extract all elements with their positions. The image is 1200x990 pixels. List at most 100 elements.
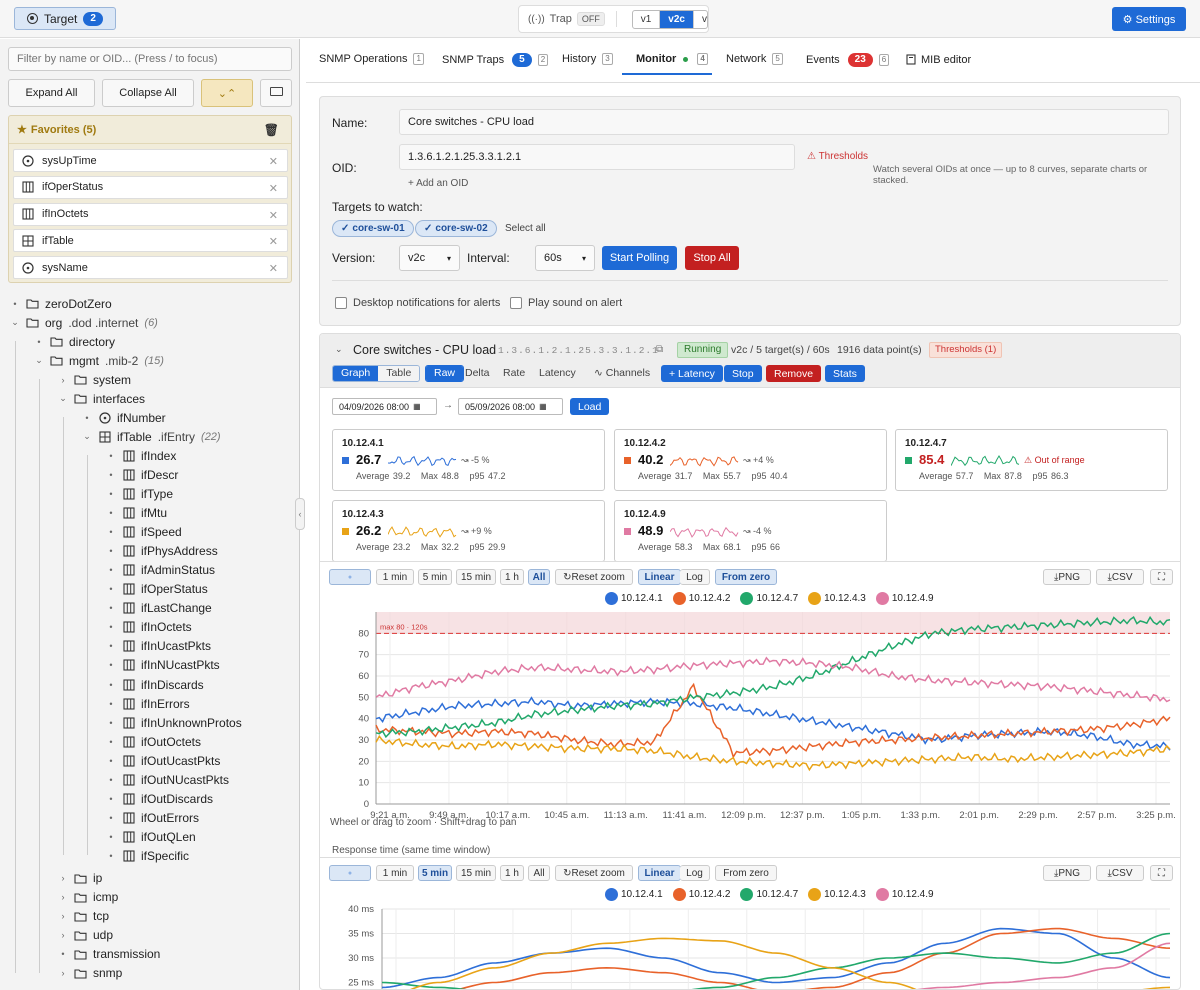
- settings-button[interactable]: ⚙ Settings: [1112, 7, 1186, 31]
- tree-node[interactable]: • directory: [34, 332, 115, 351]
- rate-mode-tab[interactable]: Rate: [503, 367, 526, 379]
- live-toggle[interactable]: ●: [329, 569, 371, 585]
- range-button[interactable]: 15 min: [456, 569, 496, 585]
- chevron-right-icon[interactable]: ›: [61, 873, 65, 883]
- start-polling-button[interactable]: Start Polling: [602, 246, 677, 270]
- tree-node[interactable]: • ifInErrors: [106, 694, 189, 713]
- keyboard-shortcuts-button[interactable]: [260, 79, 292, 107]
- range-button[interactable]: 1 h: [500, 865, 524, 881]
- graph-tab[interactable]: Graph: [333, 366, 379, 381]
- stop-button[interactable]: Stop: [724, 365, 762, 382]
- log-scale-button[interactable]: Log: [680, 865, 710, 881]
- tree-node[interactable]: • ifDescr: [106, 465, 178, 484]
- chevron-down-icon[interactable]: ⌄: [59, 393, 67, 404]
- tree-node[interactable]: › udp: [58, 926, 114, 945]
- favorite-item[interactable]: sysUpTime ✕: [13, 149, 288, 172]
- tree-node[interactable]: • transmission: [58, 945, 160, 964]
- close-icon[interactable]: ✕: [268, 156, 278, 168]
- target-chip-2[interactable]: ✓ core-sw-02: [415, 220, 497, 237]
- legend-item[interactable]: 10.12.4.1: [605, 592, 663, 605]
- tree-node[interactable]: ⌄ ifTable .ifEntry (22): [82, 427, 220, 446]
- export-png-button[interactable]: ⤓ PNG: [1043, 865, 1091, 881]
- tree-node[interactable]: • ifInUnknownProtos: [106, 713, 241, 732]
- range-button[interactable]: 5 min: [418, 569, 452, 585]
- select-all-link[interactable]: Select all: [505, 223, 546, 234]
- target-stat-card[interactable]: 10.12.4.7 85.4 ⚠ Out of range Average 57.7 …: [895, 429, 1168, 491]
- log-scale-button[interactable]: Log: [680, 569, 710, 585]
- reset-zoom-button[interactable]: ↻ Reset zoom: [555, 569, 633, 585]
- tree-node[interactable]: ⌄ org .dod .internet (6): [10, 313, 158, 332]
- chevron-down-icon[interactable]: ⌄: [83, 431, 91, 442]
- tree-node[interactable]: • ifType: [106, 485, 173, 504]
- favorite-item[interactable]: ifOperStatus ✕: [13, 175, 288, 199]
- favorite-item[interactable]: ifTable ✕: [13, 229, 288, 253]
- export-csv-button[interactable]: ⤓ CSV: [1096, 865, 1144, 881]
- expand-all-button[interactable]: Expand All: [8, 79, 95, 107]
- tree-node[interactable]: • ifAdminStatus: [106, 561, 215, 580]
- raw-mode-button[interactable]: Raw: [425, 365, 465, 382]
- range-button[interactable]: 1 min: [376, 865, 414, 881]
- version-v1[interactable]: v1: [633, 10, 661, 28]
- from-zero-button[interactable]: From zero: [715, 865, 777, 881]
- tree-node[interactable]: › tcp: [58, 907, 110, 926]
- tree-node[interactable]: › icmp: [58, 888, 119, 907]
- chevron-right-icon[interactable]: ›: [61, 968, 65, 979]
- version-select[interactable]: v2c ▾: [399, 245, 460, 271]
- tree-node[interactable]: • ifOutNUcastPkts: [106, 770, 229, 789]
- add-latency-button[interactable]: + Latency: [661, 365, 723, 382]
- stats-button[interactable]: Stats: [825, 365, 865, 382]
- sidebar-collapse-handle[interactable]: ‹: [295, 498, 305, 530]
- tab-snmp-operations[interactable]: SNMP Operations 1: [319, 53, 424, 65]
- copy-icon[interactable]: ⧉: [656, 344, 664, 355]
- tree-node[interactable]: • ifMtu: [106, 504, 167, 523]
- live-toggle[interactable]: ●: [329, 865, 371, 881]
- date-from-input[interactable]: 04/09/2026 08:00 ▦: [332, 398, 437, 415]
- tree-node[interactable]: • ifOutDiscards: [106, 789, 213, 808]
- target-stat-card[interactable]: 10.12.4.2 40.2 ↝ +4 % Average 31.7 Max 55.7…: [614, 429, 887, 491]
- play-sound-checkbox[interactable]: Play sound on alert: [510, 297, 622, 309]
- chevron-right-icon[interactable]: ›: [61, 892, 65, 903]
- tree-node[interactable]: • ifOutUcastPkts: [106, 751, 220, 770]
- range-button[interactable]: All: [528, 569, 550, 585]
- thresholds-badge[interactable]: Thresholds (1): [929, 342, 1003, 358]
- chevron-down-icon[interactable]: ⌄: [35, 355, 43, 366]
- tab-network[interactable]: Network 5: [726, 53, 783, 65]
- interval-select[interactable]: 60s ▾: [535, 245, 595, 271]
- trash-icon[interactable]: 🗑: [263, 123, 279, 137]
- tree-node[interactable]: • ifNumber: [82, 408, 165, 427]
- tab-snmp-traps[interactable]: SNMP Traps 5 2: [442, 53, 549, 67]
- legend-item[interactable]: 10.12.4.9: [875, 592, 934, 605]
- legend-item[interactable]: 10.12.4.2: [672, 592, 730, 605]
- chevron-right-icon[interactable]: ›: [61, 930, 65, 941]
- tree-node[interactable]: • ifOutQLen: [106, 827, 195, 846]
- close-icon[interactable]: ✕: [268, 182, 278, 195]
- reset-zoom-button[interactable]: ↻ Reset zoom: [555, 865, 633, 881]
- target-button[interactable]: Target 2: [14, 7, 116, 30]
- tree-node[interactable]: › system: [58, 370, 132, 389]
- export-csv-button[interactable]: ⤓ CSV: [1096, 569, 1144, 585]
- linear-scale-button[interactable]: Linear: [638, 865, 681, 881]
- date-to-input[interactable]: 05/09/2026 08:00 ▦: [458, 398, 563, 415]
- channels-tab[interactable]: ∿ Channels: [594, 367, 650, 379]
- target-stat-card[interactable]: 10.12.4.3 26.2 ↝ +9 % Average 23.2 Max 32.2…: [332, 500, 605, 562]
- remove-button[interactable]: Remove: [766, 365, 822, 382]
- tree-node[interactable]: • ifInOctets: [106, 618, 191, 637]
- tab-history[interactable]: History 3: [562, 53, 613, 65]
- target-stat-card[interactable]: 10.12.4.9 48.9 ↝ -4 % Average 58.3 Max 68.1…: [614, 500, 887, 562]
- legend-item[interactable]: 10.12.4.3: [808, 592, 866, 605]
- range-button[interactable]: 1 h: [500, 569, 524, 585]
- legend-item[interactable]: 10.12.4.3: [808, 888, 866, 901]
- chevron-down-icon[interactable]: ⌄: [335, 344, 343, 354]
- collapse-to-selection-button[interactable]: ⌄⌃: [201, 79, 253, 107]
- chevron-down-icon[interactable]: ⌄: [11, 317, 19, 328]
- fullscreen-button[interactable]: ⛶: [1150, 865, 1173, 881]
- fullscreen-button[interactable]: ⛶: [1150, 569, 1173, 585]
- tree-node[interactable]: • ifIndex: [106, 446, 176, 465]
- range-button[interactable]: 15 min: [456, 865, 496, 881]
- range-button[interactable]: 5 min: [418, 865, 452, 881]
- favorite-item[interactable]: ifInOctets ✕: [13, 202, 288, 226]
- tree-node[interactable]: • ifSpeed: [106, 523, 181, 542]
- chevron-right-icon[interactable]: ›: [61, 911, 65, 922]
- tree-node[interactable]: • ifOutErrors: [106, 808, 199, 827]
- legend-item[interactable]: 10.12.4.7: [740, 592, 798, 605]
